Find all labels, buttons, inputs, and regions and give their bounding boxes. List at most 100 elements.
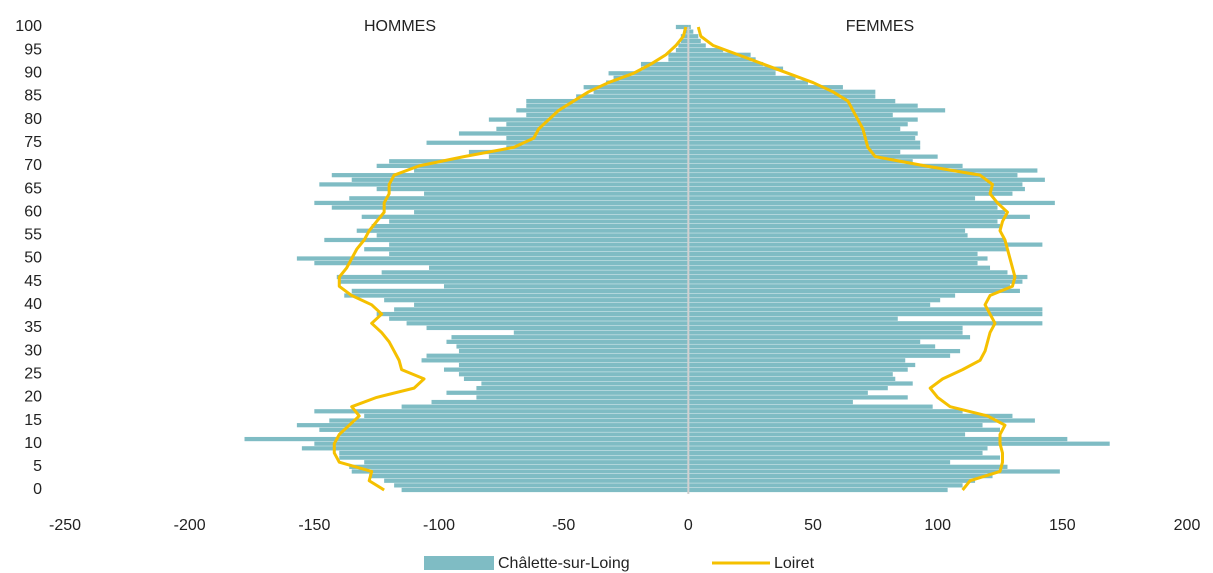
bar <box>476 395 689 400</box>
bar <box>389 219 689 224</box>
bar <box>688 71 776 76</box>
bar <box>688 418 1035 423</box>
bar <box>688 29 694 34</box>
bar <box>576 94 689 99</box>
bar <box>688 265 991 270</box>
bar <box>688 367 908 372</box>
bar <box>324 237 689 243</box>
bar <box>688 200 1055 206</box>
bar <box>688 94 876 99</box>
bar <box>506 136 689 141</box>
bar <box>339 455 689 460</box>
bar <box>688 381 913 386</box>
bar <box>688 413 1013 419</box>
bar <box>339 432 689 437</box>
bar <box>414 302 689 307</box>
y-tick-label: 10 <box>24 435 42 452</box>
x-tick-label: 150 <box>1049 517 1076 534</box>
bar <box>688 98 896 104</box>
bar <box>458 372 689 377</box>
bar <box>688 177 1045 182</box>
bar <box>458 348 689 354</box>
bar <box>421 358 689 363</box>
y-tick-label: 30 <box>24 342 42 359</box>
bar <box>406 321 689 326</box>
bar <box>339 450 689 456</box>
bar <box>526 98 689 104</box>
y-tick-label: 90 <box>24 65 42 82</box>
bar <box>688 298 941 303</box>
bar <box>688 140 921 145</box>
bar <box>606 80 689 85</box>
bar <box>451 335 689 340</box>
bar <box>364 460 689 465</box>
bar <box>688 117 918 122</box>
bar <box>513 330 689 335</box>
bar <box>361 214 689 219</box>
bar <box>331 173 689 178</box>
legend-label: Loiret <box>774 555 815 572</box>
bar <box>688 261 978 266</box>
bar <box>688 288 1020 294</box>
bar <box>688 307 1043 312</box>
bar <box>296 256 689 261</box>
bar <box>688 335 971 340</box>
bar <box>688 219 998 224</box>
bar <box>688 353 951 358</box>
bar <box>688 126 901 131</box>
y-tick-label: 65 <box>24 180 42 197</box>
y-tick-label: 25 <box>24 365 42 382</box>
y-tick-label: 55 <box>24 227 42 244</box>
bar <box>688 52 751 57</box>
x-tick-label: 50 <box>804 517 822 534</box>
bar <box>688 154 938 159</box>
bar <box>688 168 1038 173</box>
bar <box>688 311 1043 317</box>
y-tick-label: 95 <box>24 41 42 58</box>
bar <box>688 423 983 428</box>
bar <box>688 61 764 67</box>
bar <box>344 293 689 298</box>
bar <box>376 233 689 238</box>
bar <box>381 270 689 275</box>
bar <box>414 168 689 173</box>
bar <box>688 228 966 233</box>
line <box>332 26 688 492</box>
bar <box>688 145 921 150</box>
bar <box>688 404 933 409</box>
bar <box>688 284 1010 289</box>
bar <box>688 321 1043 326</box>
bar <box>364 247 689 252</box>
bar <box>688 182 1023 187</box>
bar <box>314 441 689 446</box>
bar <box>314 200 689 206</box>
bar <box>688 196 976 201</box>
legend-swatch <box>424 556 494 570</box>
bar <box>376 311 689 317</box>
bar <box>384 478 689 483</box>
bar <box>296 423 689 428</box>
bar <box>401 487 689 493</box>
bar <box>583 85 689 90</box>
bar <box>446 339 689 344</box>
bar <box>339 279 689 284</box>
bar <box>688 43 706 48</box>
y-tick-label: 75 <box>24 134 42 151</box>
bar <box>688 293 956 298</box>
y-tick-label: 40 <box>24 296 42 313</box>
y-tick-label: 85 <box>24 88 42 105</box>
bar <box>688 24 691 30</box>
bar <box>688 210 1005 215</box>
y-tick-label: 5 <box>33 458 42 475</box>
bar <box>688 34 699 39</box>
bar <box>319 427 689 432</box>
bar <box>688 473 993 479</box>
bar <box>688 242 1043 247</box>
bar <box>688 274 1028 280</box>
bar <box>389 242 689 247</box>
bar <box>458 362 689 368</box>
bar <box>526 103 689 108</box>
bar <box>496 126 689 131</box>
bar <box>688 316 898 321</box>
